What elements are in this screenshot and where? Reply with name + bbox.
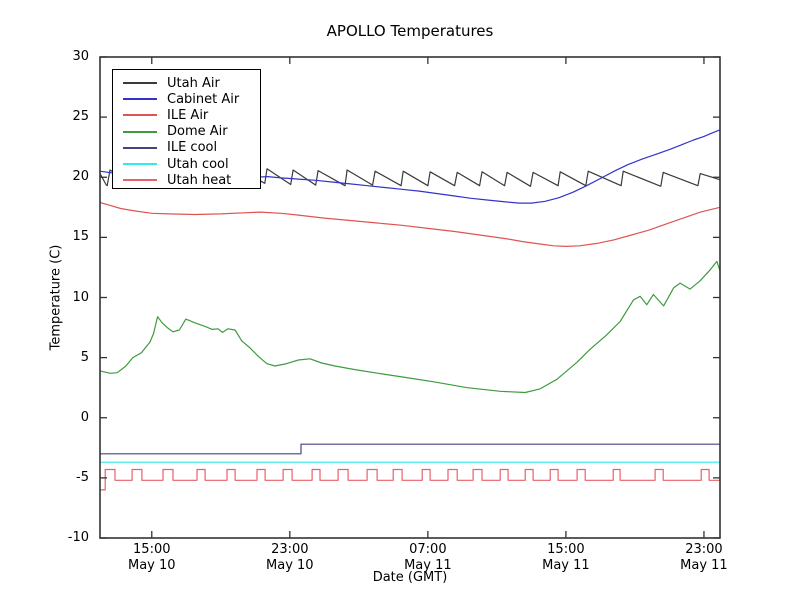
- legend-label: Utah cool: [167, 156, 229, 172]
- legend-item-utah-cool: Utah cool: [113, 156, 260, 172]
- legend-label: Dome Air: [167, 124, 228, 140]
- legend-label: Utah heat: [167, 172, 232, 188]
- series-line-ile-air: [99, 201, 721, 247]
- dome-air-line-swatch: [123, 130, 157, 133]
- x-tick-label: 23:00 May 10: [250, 542, 330, 574]
- series-line-utah-heat: [100, 468, 720, 491]
- y-tick-label: 15: [72, 229, 89, 245]
- y-tick-label: 0: [80, 409, 89, 425]
- x-tick-time: 23:00: [685, 542, 723, 557]
- legend-label: ILE Air: [167, 107, 209, 123]
- x-tick-date: May 10: [266, 558, 314, 573]
- x-axis-label: Date (GMT): [372, 570, 448, 585]
- y-tick-label: -5: [76, 469, 89, 485]
- x-tick-time: 15:00: [133, 542, 171, 557]
- legend-item-ile-air: ILE Air: [113, 107, 260, 123]
- legend-item-utah-heat: Utah heat: [113, 172, 260, 188]
- cabinet-air-line-swatch: [123, 98, 157, 101]
- x-tick-label: 23:00 May 11: [664, 542, 744, 574]
- legend-item-dome-air: Dome Air: [113, 124, 260, 140]
- x-tick-time: 15:00: [547, 542, 585, 557]
- x-tick-time: 23:00: [271, 542, 309, 557]
- legend-label: Cabinet Air: [167, 91, 240, 107]
- utah-cool-line-swatch: [123, 163, 157, 166]
- y-tick-label: 10: [72, 289, 89, 305]
- legend: Utah Air Cabinet Air ILE Air Dome Air IL…: [112, 69, 261, 189]
- legend-item-utah-air: Utah Air: [113, 75, 260, 91]
- x-tick-date: May 10: [127, 558, 176, 573]
- series-line-dome-air: [99, 260, 721, 394]
- y-tick-label: 25: [72, 109, 89, 125]
- ile-air-line-swatch: [123, 114, 157, 117]
- x-tick-label: 15:00 May 11: [526, 542, 606, 574]
- y-tick-label: 30: [72, 49, 89, 64]
- legend-item-ile-cool: ILE cool: [113, 140, 260, 156]
- x-tick-date: May 11: [404, 558, 452, 573]
- utah-heat-line-swatch: [123, 179, 157, 182]
- legend-label: ILE cool: [167, 140, 218, 156]
- legend-label: Utah Air: [167, 75, 220, 91]
- y-tick-label: 5: [80, 349, 89, 365]
- x-tick-date: May 11: [680, 558, 728, 573]
- ile-cool-line-swatch: [123, 146, 157, 149]
- utah-air-line-swatch: [123, 82, 157, 85]
- y-tick-label: -10: [67, 530, 89, 545]
- x-tick-date: May 11: [542, 558, 590, 573]
- y-tick-label: 20: [72, 169, 89, 185]
- chart-title: APOLLO Temperatures: [326, 22, 494, 40]
- x-tick-label: 07:00 May 11: [388, 542, 468, 574]
- series-line-ile-cool: [100, 443, 720, 455]
- x-tick-label: 15:00 May 10: [112, 542, 192, 574]
- legend-item-cabinet-air: Cabinet Air: [113, 91, 260, 107]
- x-tick-time: 07:00: [409, 542, 447, 557]
